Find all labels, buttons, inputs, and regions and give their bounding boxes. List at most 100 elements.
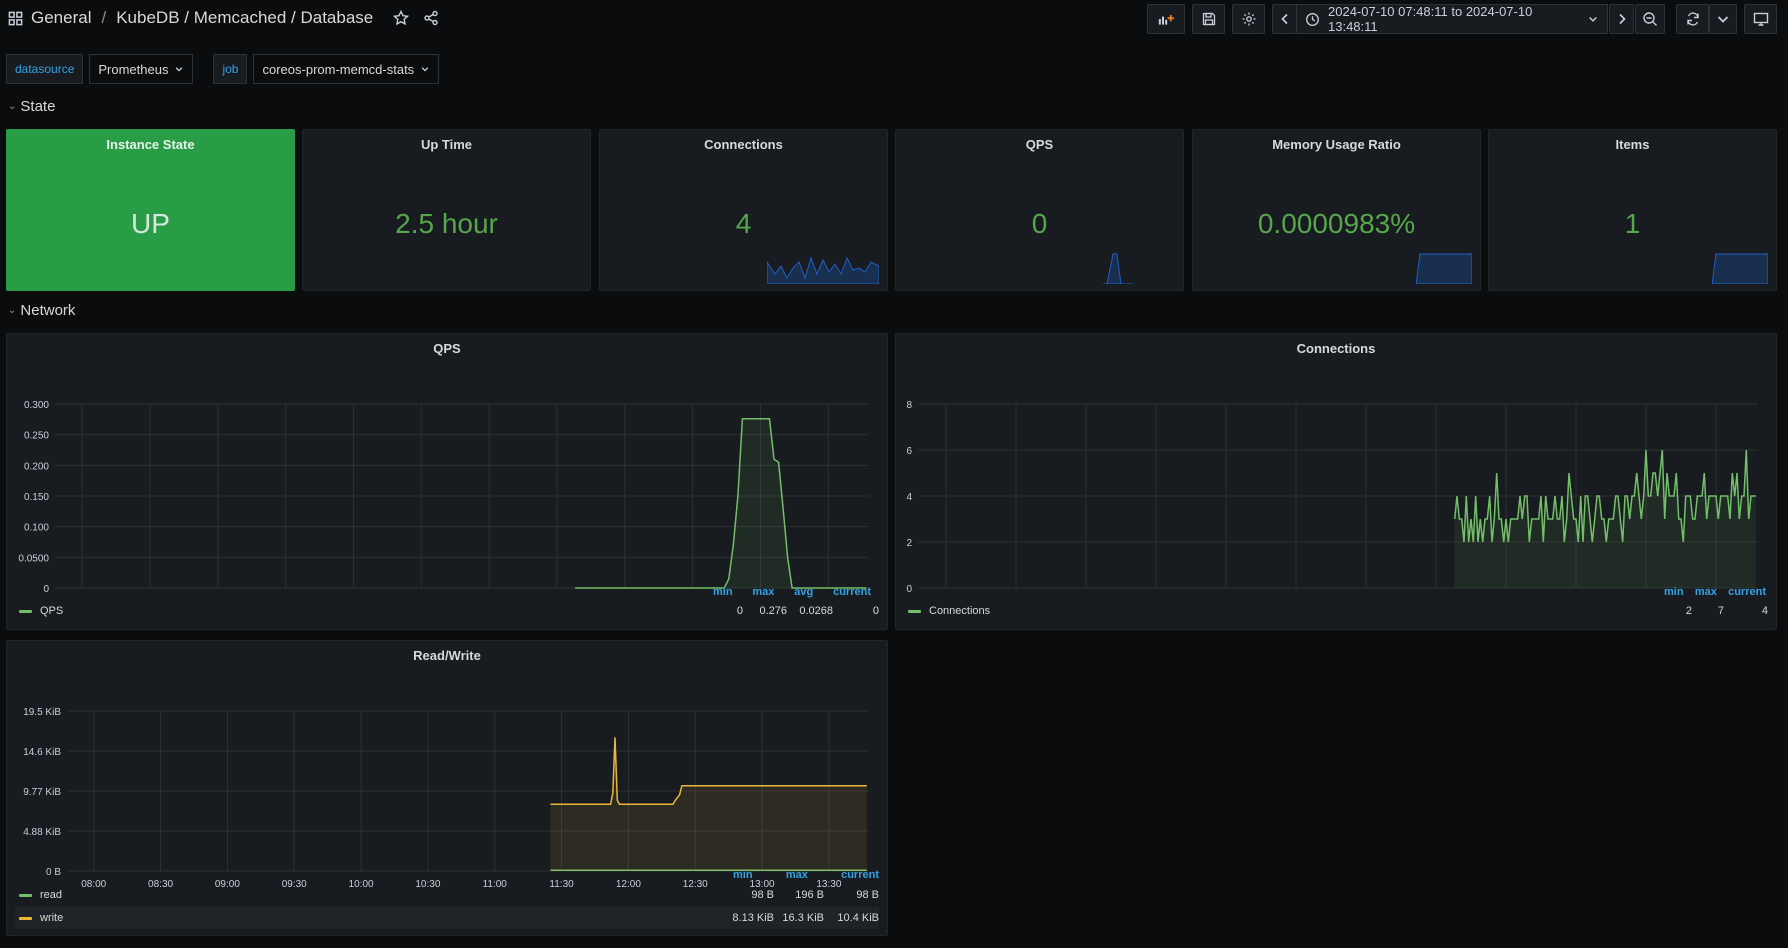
sparkline	[1103, 253, 1133, 284]
legend-max: 0.276	[759, 605, 787, 617]
stat-panel-instance-state[interactable]: Instance State UP	[6, 129, 295, 291]
breadcrumb: General / KubeDB / Memcached / Database	[8, 8, 439, 28]
save-icon	[1201, 11, 1217, 27]
legend-item-write[interactable]: write 8.13 KiB 16.3 KiB 10.4 KiB	[15, 907, 879, 929]
legend-header-current: current	[1728, 586, 1766, 598]
variable-label-job: job	[213, 54, 248, 84]
variable-select-datasource[interactable]: Prometheus	[89, 54, 194, 84]
x-tick-label: 11:00	[483, 879, 508, 890]
y-tick-label: 4.88 KiB	[23, 827, 61, 838]
x-tick-label: 08:30	[148, 879, 173, 890]
chevron-down-icon	[1715, 11, 1731, 27]
legend-series-name: Connections	[929, 605, 991, 617]
time-range-label: 2024-07-10 07:48:11 to 2024-07-10 13:48:…	[1328, 4, 1533, 34]
dashboard-settings-button[interactable]	[1232, 4, 1265, 34]
x-tick-label: 12:00	[616, 879, 641, 890]
y-tick-label: 8	[906, 400, 912, 411]
sparkline	[1416, 253, 1472, 284]
variable-value: coreos-prom-memcd-stats	[262, 61, 415, 77]
time-shift-back-button[interactable]	[1272, 4, 1297, 34]
sparkline	[767, 256, 879, 284]
qps-chart: 00.05000.1000.1500.2000.2500.30008:0008:…	[18, 400, 869, 594]
variable-label-datasource: datasource	[6, 54, 84, 84]
chevron-down-icon	[420, 64, 430, 74]
row-title: Network	[20, 302, 76, 319]
legend-current: 10.4 KiB	[837, 912, 879, 924]
connections-chart: 0246808:0008:3009:0009:3010:0010:3011:00…	[906, 400, 1758, 594]
panel-title: Instance State	[106, 136, 195, 152]
panel-title: Connections	[1296, 340, 1376, 356]
zoom-out-button[interactable]	[1635, 4, 1665, 34]
dashboard-title[interactable]: KubeDB / Memcached / Database	[116, 8, 374, 27]
y-tick-label: 19.5 KiB	[23, 707, 61, 718]
chevron-left-icon	[1277, 11, 1293, 27]
legend-item-connections[interactable]: Connections 2 7 4	[904, 600, 1768, 622]
y-tick-label: 0.150	[24, 492, 49, 503]
y-tick-label: 14.6 KiB	[23, 747, 61, 758]
refresh-icon	[1685, 11, 1701, 27]
monitor-icon	[1753, 11, 1769, 27]
breadcrumb-separator: /	[101, 8, 107, 27]
y-tick-label: 0	[43, 584, 49, 594]
graph-panel-qps[interactable]: QPS 00.05000.1000.1500.2000.2500.30008:0…	[6, 333, 888, 630]
series-line-connections	[1453, 449, 1756, 543]
graph-panel-read-write[interactable]: Read/Write 0 B 4.88 KiB 9.77 KiB 14.6 KiB 19…	[6, 640, 888, 936]
star-icon[interactable]	[393, 10, 410, 26]
legend-current: 4	[1761, 605, 1768, 617]
series-area-qps	[575, 418, 867, 588]
time-range-picker[interactable]: 2024-07-10 07:48:11 to 2024-07-10 13:48:…	[1296, 4, 1608, 34]
stat-panel-uptime[interactable]: Up Time 2.5 hour	[302, 129, 591, 291]
variable-select-job[interactable]: coreos-prom-memcd-stats	[253, 54, 440, 84]
y-tick-label: 0.100	[24, 523, 49, 534]
y-tick-label: 0.200	[24, 461, 49, 472]
legend-header-min: min	[733, 869, 753, 881]
dashboards-grid-icon[interactable]	[8, 11, 23, 26]
panel-title: Memory Usage Ratio	[1272, 136, 1401, 152]
y-tick-label: 0.0500	[18, 553, 49, 564]
legend-min: 2	[1685, 605, 1692, 617]
tv-mode-button[interactable]	[1744, 4, 1777, 34]
legend-swatch	[908, 609, 921, 613]
stat-panel-items[interactable]: Items 1	[1488, 129, 1777, 291]
x-tick-label: 09:30	[282, 879, 307, 890]
row-network[interactable]: ⌄ Network	[8, 302, 75, 319]
x-tick-label: 10:00	[349, 879, 374, 890]
save-dashboard-button[interactable]	[1192, 4, 1225, 34]
row-title: State	[20, 98, 56, 115]
stat-value: 1	[1624, 208, 1641, 239]
legend-max: 7	[1717, 605, 1724, 617]
refresh-button[interactable]	[1676, 4, 1709, 34]
panel-title: Read/Write	[413, 647, 481, 663]
x-tick-label: 10:30	[415, 879, 440, 890]
add-panel-button[interactable]	[1147, 4, 1185, 34]
read-write-chart: 0 B 4.88 KiB 9.77 KiB 14.6 KiB 19.5 KiB 08:00…	[23, 707, 869, 890]
panel-title: Items	[1615, 136, 1650, 152]
panel-title: QPS	[433, 340, 461, 356]
legend-item-qps[interactable]: QPS 0 0.276 0.0268 0	[15, 600, 879, 622]
legend-series-name: write	[40, 912, 64, 924]
legend-item-read[interactable]: read 98 B 196 B 98 B	[15, 884, 879, 906]
x-tick-label: 13:00	[750, 879, 775, 890]
stat-panel-qps[interactable]: QPS 0	[895, 129, 1184, 291]
row-state[interactable]: ⌄ State	[8, 98, 55, 115]
legend-header-min: min	[713, 586, 733, 598]
graph-panel-connections[interactable]: Connections 0246808:0008:3009:0009:3010:…	[895, 333, 1777, 630]
breadcrumb-folder[interactable]: General	[31, 8, 92, 27]
panel-title: Connections	[704, 136, 783, 152]
chevron-down-icon	[174, 64, 184, 74]
panel-title: QPS	[1025, 136, 1054, 152]
stat-panel-connections[interactable]: Connections 4	[599, 129, 888, 291]
stat-panel-memory-usage-ratio[interactable]: Memory Usage Ratio 0.0000983%	[1192, 129, 1481, 291]
legend-header-max: max	[1694, 586, 1717, 598]
legend-header-current: current	[841, 869, 879, 881]
refresh-interval-dropdown[interactable]	[1709, 4, 1737, 34]
y-tick-label: 0 B	[46, 867, 61, 878]
legend-min: 8.13 KiB	[732, 912, 774, 924]
x-tick-label: 12:30	[683, 879, 708, 890]
stat-value: 0.0000983%	[1257, 208, 1416, 239]
share-icon[interactable]	[423, 10, 439, 26]
legend-min: 98 B	[751, 889, 774, 901]
time-shift-forward-button[interactable]	[1609, 4, 1634, 34]
series-line-write	[550, 737, 867, 806]
panel-title: Up Time	[420, 136, 473, 152]
